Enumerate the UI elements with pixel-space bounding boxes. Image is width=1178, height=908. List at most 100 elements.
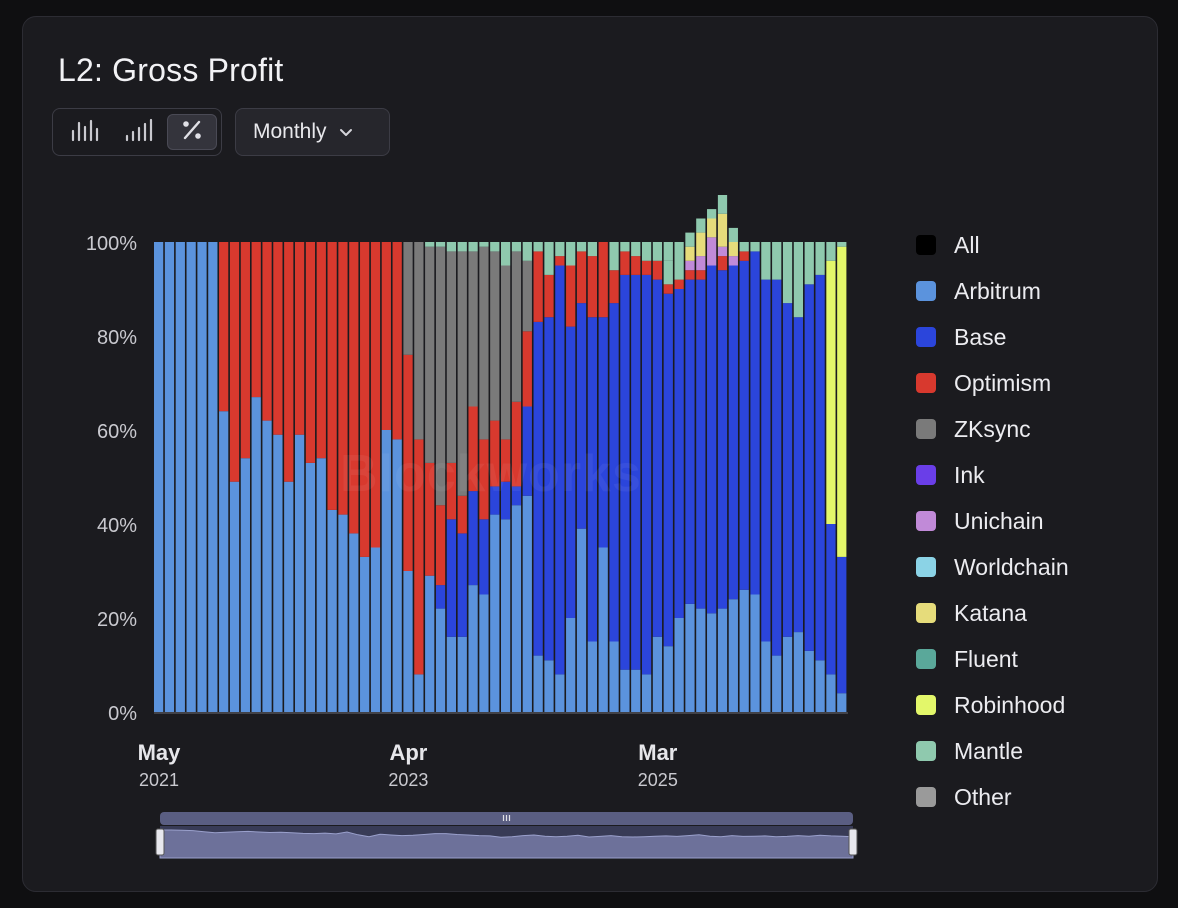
bar-segment-arbitrum (782, 636, 793, 712)
navigator-right-handle[interactable] (848, 828, 858, 856)
bar-segment-arbitrum (598, 547, 608, 712)
bars-mode-button[interactable] (59, 114, 109, 150)
frequency-dropdown[interactable]: Monthly (235, 108, 390, 156)
bar-segment-mantle (425, 242, 435, 247)
bar-segment-base (490, 486, 500, 515)
legend-item-worldchain[interactable]: Worldchain (916, 552, 1069, 582)
y-tick-label: 40% (97, 515, 137, 537)
legend-label: Base (954, 323, 1007, 350)
bar-segment-mantle (815, 242, 825, 275)
bar-segment-arbitrum (652, 636, 663, 712)
legend-label: All (954, 231, 980, 258)
y-tick-label: 0% (108, 703, 137, 725)
percent-mode-button[interactable] (167, 114, 217, 150)
bar-segment-arbitrum (338, 514, 348, 712)
bar-segment-mantle (533, 242, 543, 252)
legend-item-other[interactable]: Other (916, 782, 1012, 812)
legend-item-robinhood[interactable]: Robinhood (916, 690, 1065, 720)
bar-segment-base (641, 274, 652, 675)
watermark: Blockworks (340, 445, 642, 503)
bar-segment-optimism (338, 242, 348, 515)
bar-segment-mantle (576, 242, 587, 252)
legend-item-base[interactable]: Base (916, 322, 1006, 352)
bar-segment-mantle (750, 242, 760, 252)
bar-segment-optimism (522, 331, 532, 407)
legend-label: Optimism (954, 369, 1052, 396)
bar-segment-base (826, 524, 836, 675)
bar-segment-base (533, 321, 543, 656)
bar-segment-mantle (739, 242, 749, 252)
legend-swatch (916, 557, 936, 577)
bar-segment-optimism (457, 495, 467, 534)
bar-segment-optimism (576, 251, 587, 304)
bar-segment-mantle (674, 242, 684, 266)
bar-segment-arbitrum (761, 641, 771, 712)
bar-segment-unichain (685, 260, 695, 271)
legend-item-optimism[interactable]: Optimism (916, 368, 1051, 398)
y-tick-label: 20% (97, 609, 137, 631)
legend-item-fluent[interactable]: Fluent (916, 644, 1018, 674)
bar-segment-mantle (566, 242, 576, 266)
bar-segment-base (479, 519, 489, 595)
legend-item-katana[interactable]: Katana (916, 598, 1027, 628)
legend-swatch (916, 465, 936, 485)
bar-segment-base (576, 303, 587, 529)
bar-segment-mantle (663, 260, 673, 285)
legend-item-mantle[interactable]: Mantle (916, 736, 1023, 766)
bar-segment-mantle (479, 242, 489, 247)
legend-item-zksync[interactable]: ZKsync (916, 414, 1031, 444)
bar-segment-base (717, 270, 728, 609)
bar-segment-base (620, 274, 630, 670)
bar-segment-arbitrum (479, 594, 489, 712)
legend-label: Other (954, 783, 1012, 810)
legend-swatch (916, 419, 936, 439)
navigator-left-handle[interactable] (155, 828, 165, 856)
bar-segment-optimism (446, 462, 457, 520)
bar-segment-arbitrum (403, 571, 413, 712)
bar-segment-arbitrum (685, 603, 695, 712)
bar-segment-base (782, 303, 793, 637)
bar-segment-optimism (652, 260, 663, 280)
bar-segment-mantle (544, 242, 554, 266)
bar-segment-optimism (414, 439, 424, 675)
legend-item-all[interactable]: All (916, 230, 980, 260)
legend-item-arbitrum[interactable]: Arbitrum (916, 276, 1041, 306)
bar-segment-base (750, 251, 760, 595)
bar-segment-arbitrum (457, 636, 467, 712)
bar-segment-arbitrum (490, 514, 500, 712)
bar-segment-arbitrum (349, 533, 359, 712)
bar-segment-arbitrum (696, 608, 706, 712)
bar-segment-mantle (555, 242, 565, 257)
legend-label: Katana (954, 599, 1027, 626)
bar-segment-arbitrum (273, 434, 283, 712)
bar-segment-base (468, 491, 478, 586)
chevron-down-icon (339, 120, 353, 144)
legend-item-unichain[interactable]: Unichain (916, 506, 1044, 536)
bar-segment-base (511, 486, 522, 506)
bar-segment-optimism (392, 242, 402, 440)
bar-segment-mantle (544, 265, 554, 275)
bar-segment-arbitrum (240, 458, 250, 712)
bar-segment-mantle (826, 242, 836, 261)
bar-segment-arbitrum (772, 655, 782, 712)
bar-segment-robinhood (826, 260, 836, 524)
bar-segment-optimism (403, 354, 413, 571)
legend-item-ink[interactable]: Ink (916, 460, 985, 490)
bar-segment-base (457, 533, 467, 637)
bar-segment-arbitrum (815, 660, 825, 712)
bar-segment-base (815, 274, 825, 661)
bar-segment-base (739, 260, 749, 590)
bar-segment-arbitrum (327, 509, 337, 712)
bar-segment-optimism (251, 242, 261, 398)
bar-segment-optimism (674, 279, 684, 289)
bar-segment-zksync (490, 251, 500, 421)
x-tick-month: May (138, 740, 182, 765)
bar-segment-arbitrum (208, 242, 218, 712)
bar-segment-zksync (446, 251, 457, 463)
bar-segment-arbitrum (566, 618, 576, 712)
line-mode-button[interactable] (113, 114, 163, 150)
bar-segment-unichain (696, 256, 706, 271)
bar-segment-arbitrum (316, 458, 326, 712)
bar-segment-arbitrum (631, 669, 641, 712)
bar-segment-arbitrum (305, 462, 316, 712)
